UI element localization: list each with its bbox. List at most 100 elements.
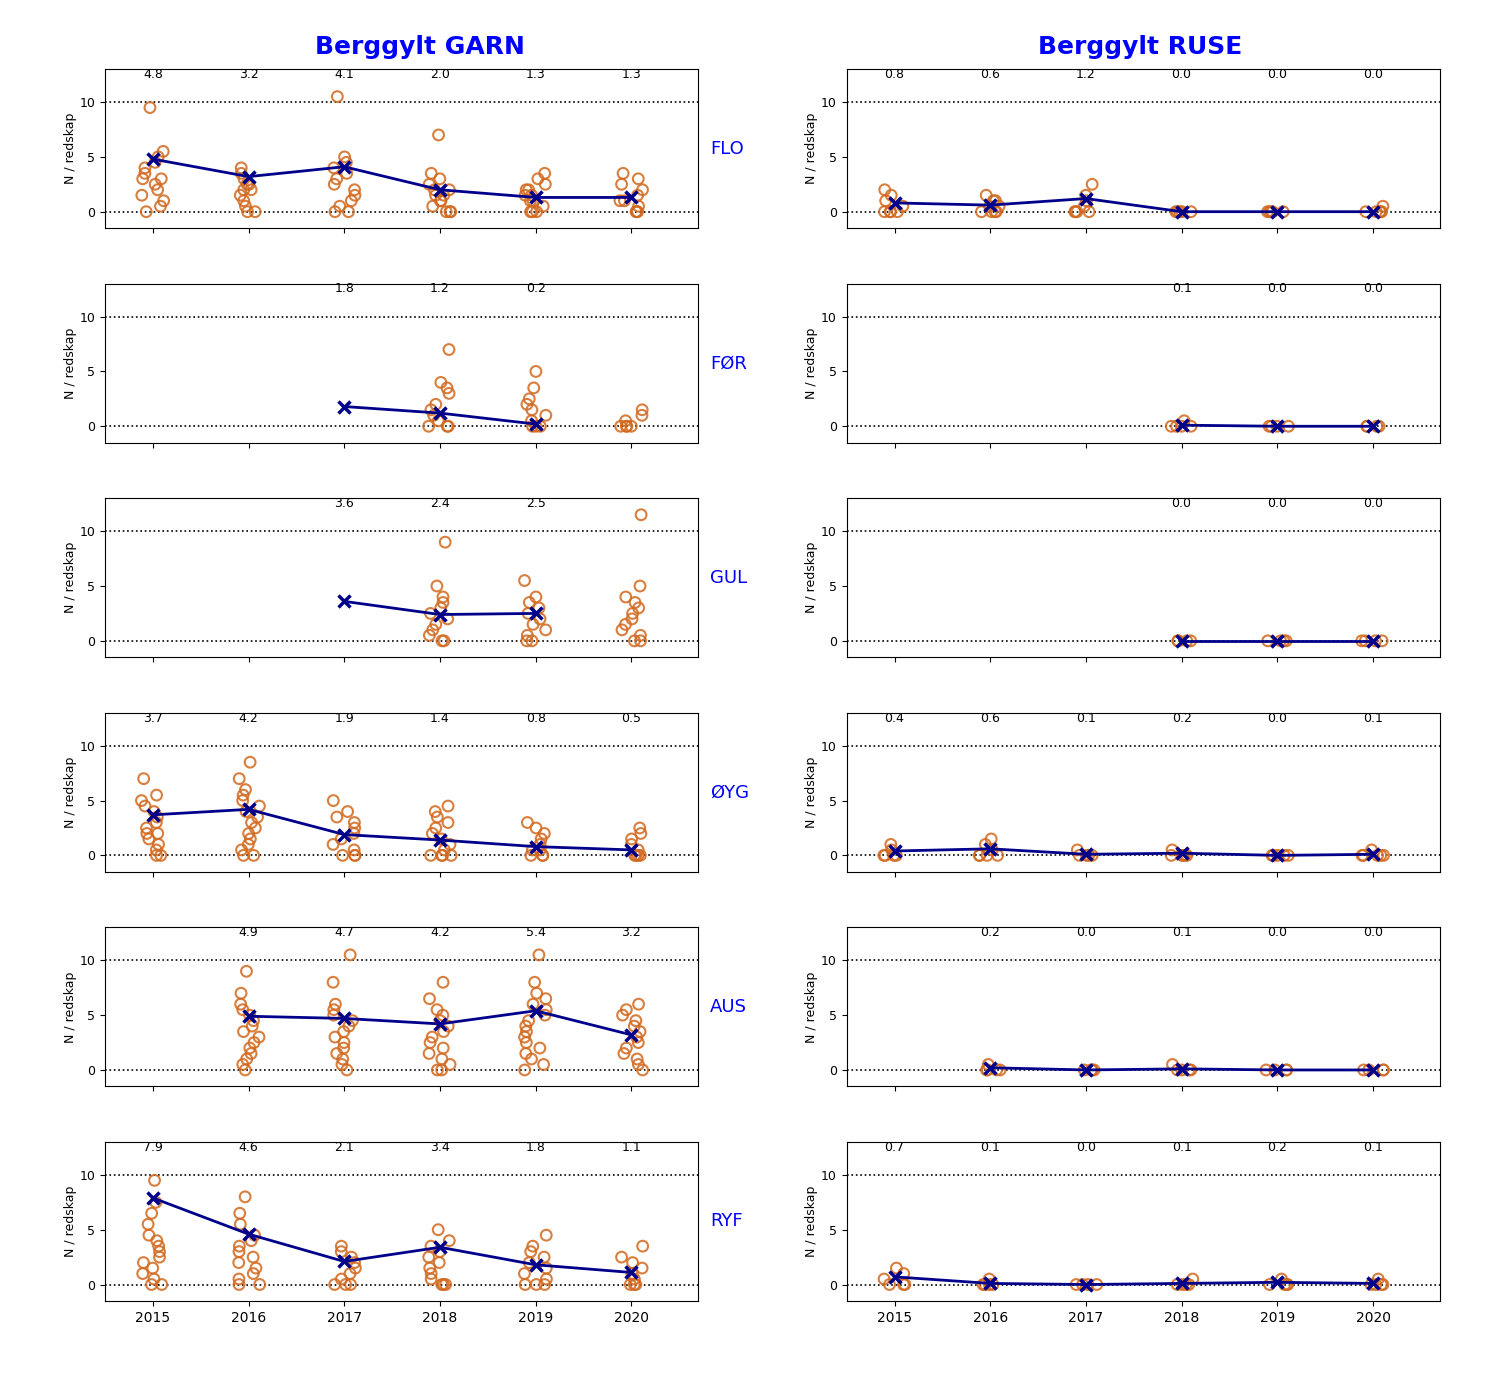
Point [615,1037,639,1059]
Point [525,201,549,223]
Text: 0.0: 0.0 [1076,926,1096,940]
Point [427,1240,451,1262]
Point [975,1059,999,1081]
Text: 3.4: 3.4 [430,1140,450,1154]
Point [514,1020,538,1042]
Point [1080,173,1104,195]
Point [342,822,366,844]
Point [1065,839,1089,861]
Point [231,1053,255,1075]
Point [134,201,158,223]
Point [238,179,262,201]
Point [228,1214,252,1236]
Text: 1.8: 1.8 [334,282,354,295]
Point [516,602,540,624]
Point [1370,1273,1394,1295]
Point [519,1048,543,1070]
Point [231,1020,255,1042]
Point [532,1273,556,1295]
Point [614,585,638,608]
Point [419,1262,442,1284]
Text: FØR: FØR [710,354,747,372]
Point [432,1020,456,1042]
Point [237,173,261,195]
Point [627,167,651,190]
Point [427,1009,451,1031]
Point [1076,1273,1100,1295]
Point [234,779,258,801]
Point [1371,1273,1395,1295]
Point [516,811,540,833]
Point [419,1031,442,1053]
Point [417,624,441,646]
Point [1072,195,1096,217]
Point [1178,1059,1202,1081]
Point [1257,201,1281,223]
Point [430,1273,454,1295]
Text: 2.1: 2.1 [334,1140,354,1154]
Point [1080,1059,1104,1081]
Point [514,1031,538,1053]
Point [1174,844,1198,866]
Point [621,602,645,624]
Point [526,944,550,966]
Point [522,972,546,994]
Point [1170,415,1194,437]
Point [516,179,540,201]
Point [330,1240,354,1262]
Point [427,167,451,190]
Point [630,1059,654,1081]
Point [1179,630,1203,652]
Text: 0.6: 0.6 [981,68,1000,80]
Point [1166,630,1190,652]
Point [150,1273,174,1295]
Text: 3.2: 3.2 [238,68,258,80]
Text: 0.1: 0.1 [981,1140,1000,1154]
Point [878,1273,902,1295]
Point [622,630,646,652]
Point [432,184,456,206]
Point [344,1257,368,1279]
Point [519,844,543,866]
Point [1064,201,1088,223]
Point [978,195,1002,217]
Point [429,828,453,850]
Point [1258,201,1282,223]
Point [435,415,459,437]
Point [427,1251,451,1273]
Point [534,1268,558,1290]
Point [630,179,654,201]
Point [426,1059,450,1081]
Point [238,752,262,774]
Point [878,201,902,223]
Point [429,844,453,866]
Point [322,201,346,223]
Point [132,768,156,790]
Point [238,828,262,850]
Point [1080,1059,1104,1081]
Point [1166,630,1190,652]
Point [1368,844,1392,866]
Point [531,195,555,217]
Point [420,619,444,641]
Text: 0.0: 0.0 [1364,926,1383,940]
Text: 0.5: 0.5 [621,711,642,724]
Point [1084,1273,1108,1295]
Point [516,1009,540,1031]
Point [340,1009,364,1031]
Text: 0.1: 0.1 [1364,711,1383,724]
Point [430,972,454,994]
Y-axis label: N / redskap: N / redskap [806,757,819,828]
Point [516,624,540,646]
Point [624,1026,648,1048]
Text: GUL: GUL [710,569,747,587]
Point [885,844,909,866]
Point [624,844,648,866]
Point [1359,839,1383,861]
Point [532,822,556,844]
Point [436,415,460,437]
Point [321,972,345,994]
Point [873,190,897,212]
Point [436,382,460,404]
Point [522,376,546,399]
